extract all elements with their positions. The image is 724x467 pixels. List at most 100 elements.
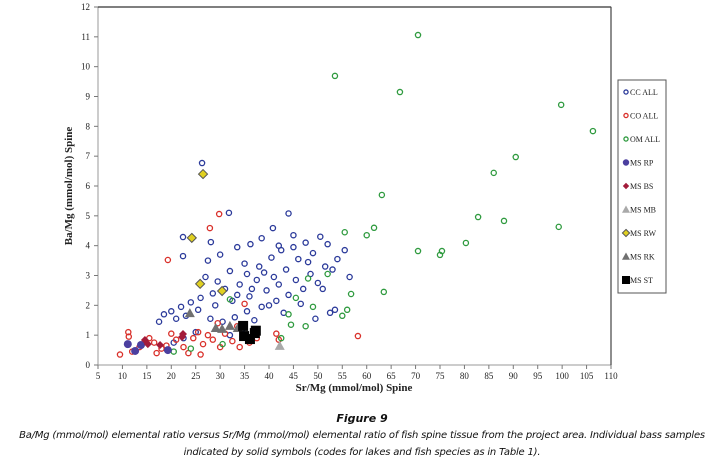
data-point	[314, 279, 322, 287]
x-tick-label: 80	[460, 371, 470, 381]
data-point	[346, 273, 353, 281]
data-point	[273, 330, 280, 337]
x-tick-label: 55	[338, 371, 348, 381]
data-point	[277, 334, 285, 342]
series-om-all	[170, 31, 597, 355]
legend-item: MS ST	[622, 276, 653, 285]
data-point	[236, 281, 243, 288]
data-point	[321, 263, 329, 270]
data-point	[354, 332, 362, 340]
series-cc-all	[155, 159, 353, 346]
data-point	[462, 239, 470, 247]
legend-label: MS BS	[630, 182, 653, 191]
data-point	[297, 300, 305, 308]
data-point	[290, 231, 297, 239]
data-point	[214, 278, 221, 285]
data-point	[331, 306, 339, 314]
legend-label: MS RP	[630, 159, 654, 168]
y-axis-title: Ba/Mg (mmol/mol) Spine	[63, 127, 75, 246]
data-point	[229, 337, 236, 345]
data-point	[285, 311, 292, 318]
legend-label: CO ALL	[630, 112, 658, 121]
data-point	[243, 270, 251, 278]
data-point	[396, 88, 404, 96]
data-point	[206, 224, 214, 232]
data-point	[172, 315, 180, 323]
data-point	[380, 288, 388, 296]
figure-title: Figure 9	[336, 412, 388, 425]
data-point	[270, 273, 278, 281]
data-point	[251, 316, 258, 324]
data-point	[177, 303, 185, 311]
x-tick-label: 90	[509, 371, 519, 381]
data-point	[241, 260, 248, 267]
data-point	[378, 191, 386, 199]
data-point	[212, 302, 219, 309]
data-point	[295, 255, 302, 263]
data-point	[187, 299, 195, 306]
x-tick-label: 85	[484, 371, 494, 381]
data-point	[172, 336, 180, 343]
legend-item: MS RW	[621, 228, 656, 238]
y-tick-label: 12	[81, 2, 90, 12]
x-tick-label: 15	[142, 371, 152, 381]
data-point	[304, 258, 312, 266]
data-point	[168, 330, 175, 337]
y-tick-label: 6	[86, 181, 91, 191]
y-tick-label: 4	[86, 241, 91, 251]
y-tick-label: 1	[86, 330, 91, 340]
series-ms-st	[238, 320, 261, 345]
legend-symbol	[621, 228, 631, 238]
data-point	[265, 302, 273, 309]
data-point	[153, 349, 160, 357]
legend-item: MS MB	[622, 205, 656, 215]
data-point	[246, 293, 253, 300]
legend-label: MS MB	[630, 206, 656, 215]
data-point	[312, 315, 319, 323]
data-point	[274, 340, 285, 350]
data-point	[209, 336, 217, 343]
legend-label: CC ALL	[630, 88, 658, 97]
x-tick-label: 105	[580, 371, 594, 381]
series-ms-rw	[186, 168, 228, 297]
data-point	[194, 306, 202, 314]
x-tick-label: 50	[313, 371, 323, 381]
data-point	[198, 159, 206, 167]
y-tick-label: 9	[86, 92, 91, 102]
data-point	[258, 303, 265, 311]
series-ms-bs	[140, 329, 188, 350]
data-point	[331, 72, 339, 80]
data-point	[304, 275, 312, 282]
data-point	[197, 294, 204, 302]
legend-symbol	[622, 182, 630, 190]
data-point	[170, 348, 177, 355]
data-point	[179, 233, 187, 241]
legend-item: CO ALL	[623, 112, 658, 121]
y-tick-label: 8	[86, 121, 91, 131]
data-point	[243, 308, 251, 315]
data-point	[248, 285, 256, 293]
legend-item: OM ALL	[623, 135, 660, 144]
legend-label: MS RK	[630, 253, 655, 262]
data-point	[334, 255, 341, 263]
data-point	[363, 231, 370, 239]
data-point	[302, 322, 309, 330]
x-tick-label: 10	[118, 371, 128, 381]
data-point	[163, 346, 172, 355]
data-point	[282, 266, 290, 273]
data-point	[414, 31, 422, 39]
data-point	[209, 290, 217, 297]
data-point	[324, 270, 331, 278]
data-point	[268, 254, 275, 261]
x-tick-label: 70	[411, 371, 421, 381]
data-point	[370, 224, 378, 232]
data-point	[180, 343, 187, 351]
y-tick-label: 2	[86, 300, 91, 310]
data-point	[273, 297, 280, 305]
series-co-all	[116, 210, 362, 358]
legend-symbol	[623, 136, 629, 142]
data-point	[309, 249, 317, 257]
x-tick-label: 45	[289, 371, 299, 381]
data-point	[329, 266, 336, 273]
data-point	[233, 291, 241, 299]
